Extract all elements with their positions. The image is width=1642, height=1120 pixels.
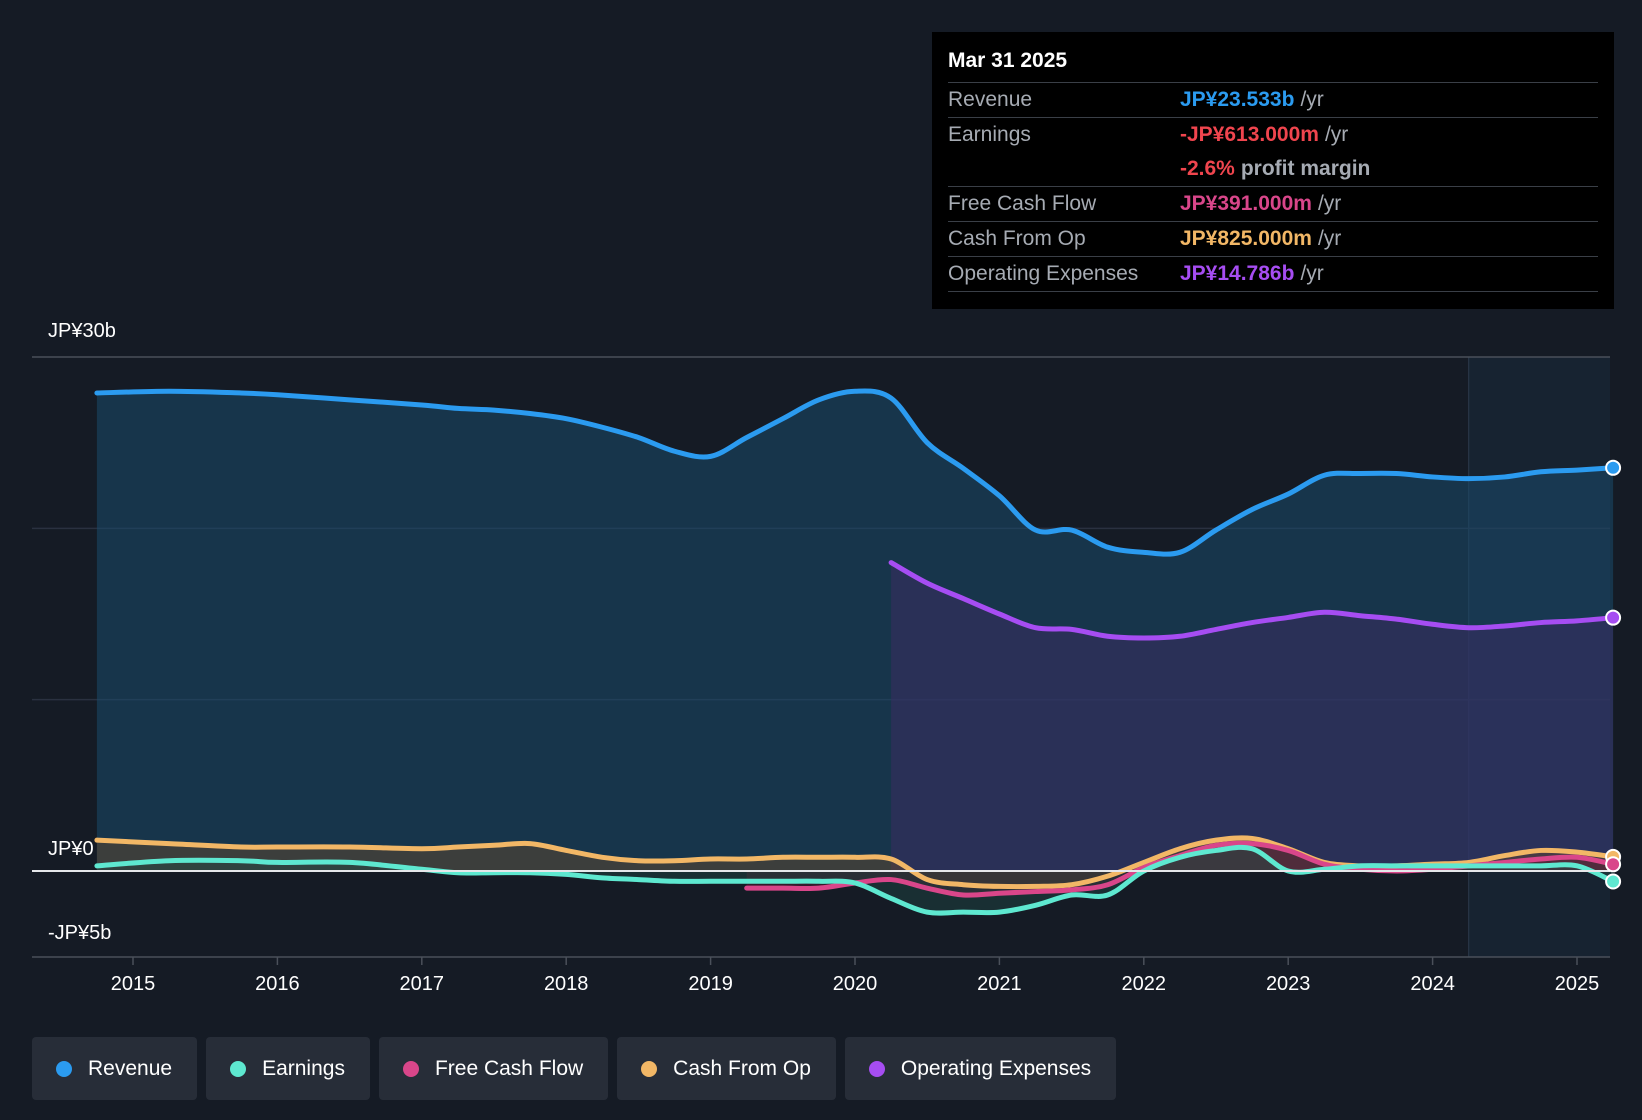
- legend-label: Operating Expenses: [900, 1056, 1092, 1080]
- area-earnings: [96, 847, 1614, 914]
- legend-dot-icon: [641, 1060, 658, 1077]
- x-tick-label: 2019: [688, 973, 733, 995]
- line-revenue: [94, 388, 1616, 557]
- x-tick-label: 2024: [1410, 973, 1455, 995]
- x-tick-label: 2017: [400, 973, 445, 995]
- line-earnings: [94, 844, 1616, 916]
- legend-label: Revenue: [88, 1056, 173, 1080]
- x-tick-label: 2022: [1122, 973, 1167, 995]
- legend-item-revenue[interactable]: Revenue: [32, 1037, 198, 1100]
- legend-dot-icon: [868, 1060, 885, 1077]
- x-tick-label: 2023: [1266, 973, 1311, 995]
- tooltip-label: Free Cash Flow: [948, 192, 1097, 215]
- x-tick-label: 2018: [544, 973, 589, 995]
- legend-label: Earnings: [262, 1056, 345, 1080]
- series-end-markers: [1605, 459, 1622, 890]
- tooltip-unit: /yr: [1300, 262, 1324, 285]
- x-tick-label: 2016: [255, 973, 300, 995]
- chart-legend: Revenue Earnings Free Cash Flow Cash Fro…: [32, 1037, 1117, 1100]
- legend-item-operating-expenses[interactable]: Operating Expenses: [844, 1037, 1117, 1100]
- tooltip-value: JP¥825.000m: [1180, 227, 1312, 250]
- line-operating-expenses: [888, 560, 1616, 641]
- legend-dot-icon: [402, 1060, 419, 1077]
- series-lines: [32, 388, 1616, 916]
- tooltip-unit: /yr: [1324, 123, 1349, 146]
- tooltip-unit: profit margin: [1240, 157, 1371, 180]
- tooltip-date: Mar 31 2025: [948, 46, 1598, 83]
- legend-item-earnings[interactable]: Earnings: [206, 1037, 370, 1100]
- end-dot-free-cash-flow: [1605, 856, 1622, 873]
- tooltip-row-free-cash-flow: Free Cash Flow JP¥391.000m /yr: [948, 187, 1598, 222]
- tooltip-value: -JP¥613.000m: [1180, 123, 1319, 146]
- y-axis-labels: JP¥30b JP¥0 -JP¥5b: [48, 320, 116, 944]
- end-dot-revenue: [1605, 459, 1622, 476]
- tooltip-label: Operating Expenses: [948, 262, 1139, 285]
- tooltip-value: JP¥14.786b: [1180, 262, 1295, 285]
- legend-label: Free Cash Flow: [434, 1056, 584, 1080]
- tooltip-unit: /yr: [1300, 88, 1324, 111]
- tooltip-label: Cash From Op: [948, 227, 1086, 250]
- y-axis-label: -JP¥5b: [48, 922, 111, 944]
- tooltip-label: Revenue: [948, 88, 1033, 111]
- tooltip-label: Earnings: [948, 123, 1031, 146]
- tooltip-row-earnings: Earnings -JP¥613.000m /yr: [948, 118, 1598, 152]
- tooltip-row-revenue: Revenue JP¥23.533b /yr: [948, 83, 1598, 118]
- tooltip-row-operating-expenses: Operating Expenses JP¥14.786b /yr: [948, 257, 1598, 292]
- legend-item-cash-from-op[interactable]: Cash From Op: [617, 1037, 836, 1100]
- x-axis-ticks: 2015 2016 2017 2018 2019 2020 2021 2022 2023 2024…: [111, 957, 1600, 995]
- x-tick-label: 2015: [111, 973, 156, 995]
- y-axis-label: JP¥0: [48, 838, 94, 860]
- legend-label: Cash From Op: [673, 1056, 811, 1080]
- x-tick-label: 2020: [833, 973, 878, 995]
- x-tick-label: 2021: [977, 973, 1022, 995]
- tooltip-value: JP¥23.533b: [1180, 88, 1295, 111]
- tooltip-unit: /yr: [1317, 227, 1342, 250]
- tooltip-row-profit-margin: -2.6% profit margin: [948, 152, 1598, 187]
- x-tick-label: 2025: [1555, 973, 1600, 995]
- legend-dot-icon: [230, 1060, 247, 1077]
- legend-item-free-cash-flow[interactable]: Free Cash Flow: [378, 1037, 609, 1100]
- series-areas: [96, 391, 1614, 914]
- tooltip-row-cash-from-op: Cash From Op JP¥825.000m /yr: [948, 222, 1598, 257]
- legend-dot-icon: [56, 1060, 72, 1077]
- end-dot-operating-expenses: [1605, 609, 1622, 626]
- end-dot-earnings: [1605, 873, 1622, 890]
- area-operating-expenses: [891, 562, 1614, 871]
- tooltip-value: JP¥391.000m: [1180, 192, 1312, 215]
- tooltip-panel: Mar 31 2025 Revenue JP¥23.533b /yr Earni…: [932, 32, 1614, 309]
- y-axis-label: JP¥30b: [48, 320, 116, 342]
- tooltip-value: -2.6%: [1180, 157, 1235, 180]
- tooltip-unit: /yr: [1317, 192, 1342, 215]
